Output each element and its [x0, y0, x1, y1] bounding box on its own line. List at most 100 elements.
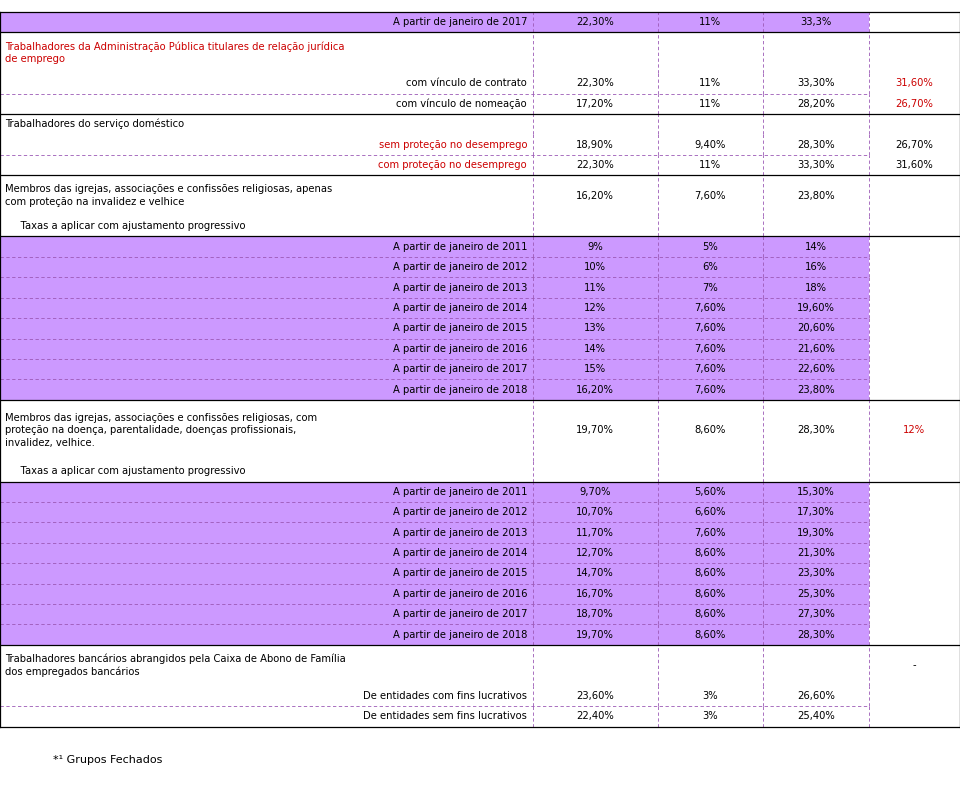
Text: 11%: 11% [699, 98, 722, 109]
Bar [658, 237, 763, 257]
Bar [0, 686, 533, 706]
Bar [0, 624, 533, 645]
Bar [869, 502, 960, 522]
Bar [658, 33, 763, 73]
Bar [869, 257, 960, 277]
Text: 7%: 7% [703, 283, 718, 292]
Bar [0, 216, 533, 237]
Bar [533, 624, 658, 645]
Bar [763, 298, 869, 318]
Bar [533, 359, 658, 380]
Bar [533, 584, 658, 604]
Bar [533, 502, 658, 522]
Bar [0, 134, 533, 155]
Text: 8,60%: 8,60% [695, 609, 726, 619]
Bar [763, 624, 869, 645]
Bar [533, 155, 658, 175]
Bar [869, 686, 960, 706]
Text: 28,30%: 28,30% [797, 630, 835, 640]
Bar [533, 134, 658, 155]
Bar [533, 706, 658, 727]
Text: Taxas a aplicar com ajustamento progressivo: Taxas a aplicar com ajustamento progress… [5, 222, 246, 231]
Bar [658, 481, 763, 502]
Text: 21,60%: 21,60% [797, 344, 835, 354]
Bar [763, 645, 869, 686]
Text: 14,70%: 14,70% [576, 569, 614, 578]
Bar [869, 216, 960, 237]
Bar [658, 318, 763, 338]
Bar [869, 461, 960, 481]
Text: 23,30%: 23,30% [797, 569, 835, 578]
Bar [869, 338, 960, 359]
Bar [763, 33, 869, 73]
Text: 13%: 13% [585, 323, 606, 333]
Bar [658, 277, 763, 298]
Bar [0, 155, 533, 175]
Bar [0, 584, 533, 604]
Text: 19,70%: 19,70% [576, 630, 614, 640]
Text: A partir de janeiro de 2016: A partir de janeiro de 2016 [393, 344, 527, 354]
Bar [0, 237, 533, 257]
Bar [869, 400, 960, 461]
Bar [533, 604, 658, 624]
Text: 8,60%: 8,60% [695, 569, 726, 578]
Text: 11%: 11% [699, 17, 722, 27]
Bar [533, 277, 658, 298]
Text: 16,20%: 16,20% [576, 384, 614, 395]
Text: 7,60%: 7,60% [695, 527, 726, 538]
Bar [0, 33, 533, 73]
Bar [0, 359, 533, 380]
Bar [658, 645, 763, 686]
Bar [533, 645, 658, 686]
Bar [869, 359, 960, 380]
Bar [533, 175, 658, 216]
Bar [869, 563, 960, 584]
Text: 11%: 11% [699, 160, 722, 170]
Bar [0, 481, 533, 502]
Text: A partir de janeiro de 2013: A partir de janeiro de 2013 [393, 527, 527, 538]
Bar [533, 318, 658, 338]
Text: 19,30%: 19,30% [797, 527, 835, 538]
Text: A partir de janeiro de 2017: A partir de janeiro de 2017 [393, 364, 527, 374]
Text: Membros das igrejas, associações e confissões religiosas, apenas
com proteção na: Membros das igrejas, associações e confi… [5, 184, 332, 207]
Text: A partir de janeiro de 2012: A partir de janeiro de 2012 [393, 507, 527, 517]
Bar [869, 33, 960, 73]
Bar [658, 175, 763, 216]
Bar [763, 175, 869, 216]
Text: 12%: 12% [903, 426, 925, 435]
Text: 19,60%: 19,60% [797, 303, 835, 313]
Bar [0, 380, 533, 400]
Text: 10%: 10% [585, 262, 606, 272]
Bar [0, 604, 533, 624]
Bar [763, 686, 869, 706]
Text: 25,30%: 25,30% [797, 589, 835, 599]
Bar [0, 645, 533, 686]
Text: 28,30%: 28,30% [797, 426, 835, 435]
Bar [0, 563, 533, 584]
Text: 33,30%: 33,30% [797, 160, 835, 170]
Text: 23,60%: 23,60% [576, 691, 614, 701]
Bar [763, 359, 869, 380]
Bar [533, 114, 658, 134]
Bar [763, 114, 869, 134]
Bar [763, 706, 869, 727]
Text: A partir de janeiro de 2012: A partir de janeiro de 2012 [393, 262, 527, 272]
Text: 12,70%: 12,70% [576, 548, 614, 558]
Text: 17,30%: 17,30% [797, 507, 835, 517]
Text: 7,60%: 7,60% [695, 344, 726, 354]
Bar [658, 502, 763, 522]
Bar [533, 481, 658, 502]
Bar [0, 298, 533, 318]
Bar [0, 175, 533, 216]
Bar [763, 522, 869, 543]
Bar [763, 563, 869, 584]
Bar [658, 522, 763, 543]
Bar [869, 604, 960, 624]
Bar [533, 94, 658, 114]
Text: 7,60%: 7,60% [695, 323, 726, 333]
Bar [658, 604, 763, 624]
Text: A partir de janeiro de 2016: A partir de janeiro de 2016 [393, 589, 527, 599]
Text: 5%: 5% [703, 241, 718, 252]
Bar [763, 604, 869, 624]
Bar [658, 461, 763, 481]
